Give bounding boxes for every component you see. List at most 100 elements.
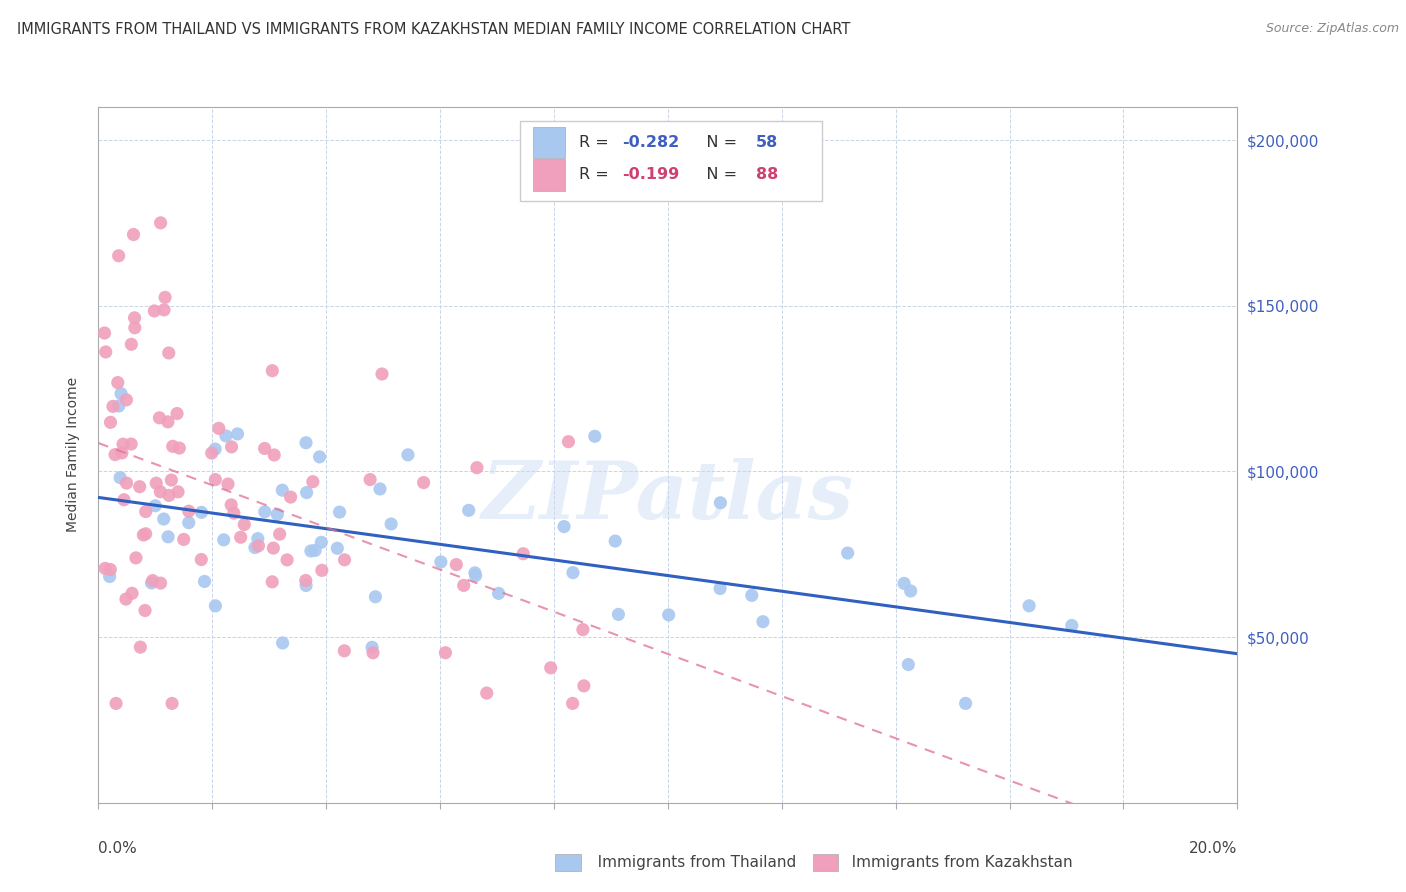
Point bbox=[371, 367, 394, 381]
Point bbox=[112, 492, 135, 507]
Point bbox=[900, 584, 922, 599]
Point bbox=[104, 448, 127, 462]
Point bbox=[280, 490, 302, 504]
Point bbox=[262, 364, 284, 378]
Point bbox=[132, 528, 155, 542]
Point bbox=[328, 505, 350, 519]
Point bbox=[162, 439, 184, 453]
Point bbox=[837, 546, 859, 560]
Point bbox=[311, 563, 333, 577]
FancyBboxPatch shape bbox=[533, 127, 565, 158]
Point bbox=[446, 558, 468, 572]
Point bbox=[557, 434, 579, 449]
Point bbox=[457, 503, 479, 517]
Point bbox=[540, 661, 562, 675]
Point bbox=[217, 477, 239, 491]
Text: N =: N = bbox=[690, 168, 742, 182]
Point bbox=[190, 552, 212, 566]
Point bbox=[120, 337, 142, 351]
Text: ZIPatlas: ZIPatlas bbox=[482, 458, 853, 535]
Point bbox=[115, 592, 138, 607]
Text: 88: 88 bbox=[755, 168, 778, 182]
Point bbox=[709, 496, 731, 510]
Point bbox=[98, 562, 121, 576]
Point bbox=[215, 429, 238, 443]
Point bbox=[263, 448, 285, 462]
Point bbox=[135, 526, 157, 541]
Point bbox=[105, 697, 128, 711]
Point bbox=[148, 410, 170, 425]
FancyBboxPatch shape bbox=[533, 159, 565, 191]
Point bbox=[246, 532, 269, 546]
Point bbox=[262, 574, 284, 589]
Point bbox=[475, 686, 498, 700]
Point bbox=[157, 346, 180, 360]
Point bbox=[311, 535, 333, 549]
Point bbox=[1060, 618, 1083, 632]
Point bbox=[741, 588, 763, 602]
Point bbox=[512, 547, 534, 561]
Point bbox=[100, 415, 122, 429]
Point bbox=[380, 516, 402, 531]
Point bbox=[110, 386, 132, 401]
Point bbox=[115, 392, 138, 407]
Point bbox=[709, 582, 731, 596]
Point bbox=[145, 476, 167, 491]
Point bbox=[143, 304, 166, 318]
Point bbox=[295, 485, 318, 500]
Point bbox=[271, 483, 294, 498]
Point bbox=[572, 679, 595, 693]
Point bbox=[572, 623, 595, 637]
Point bbox=[122, 227, 145, 242]
Point bbox=[142, 574, 165, 588]
Point bbox=[128, 480, 150, 494]
Point bbox=[93, 326, 115, 340]
Point bbox=[173, 533, 195, 547]
Point bbox=[157, 488, 180, 502]
Point bbox=[607, 607, 630, 622]
Point bbox=[160, 697, 183, 711]
Point bbox=[208, 421, 231, 435]
Text: N =: N = bbox=[690, 135, 742, 150]
Text: 0.0%: 0.0% bbox=[98, 841, 138, 856]
Point bbox=[107, 399, 129, 413]
Point bbox=[253, 442, 276, 456]
FancyBboxPatch shape bbox=[520, 121, 821, 201]
Point bbox=[177, 516, 200, 530]
Point bbox=[201, 446, 224, 460]
Point bbox=[112, 437, 135, 451]
Point bbox=[204, 442, 226, 456]
Point bbox=[177, 504, 200, 518]
Point bbox=[276, 553, 298, 567]
Text: Immigrants from Kazakhstan: Immigrants from Kazakhstan bbox=[837, 855, 1073, 870]
Point bbox=[308, 450, 330, 464]
Point bbox=[233, 517, 256, 532]
Point bbox=[299, 544, 322, 558]
Text: 20.0%: 20.0% bbox=[1189, 841, 1237, 856]
Point bbox=[229, 530, 252, 544]
Point bbox=[658, 607, 681, 622]
Text: -0.282: -0.282 bbox=[623, 135, 679, 150]
Point bbox=[149, 484, 172, 499]
Y-axis label: Median Family Income: Median Family Income bbox=[66, 377, 80, 533]
Point bbox=[152, 512, 174, 526]
Point bbox=[143, 499, 166, 513]
Point bbox=[222, 506, 245, 520]
Point bbox=[111, 446, 134, 460]
Point bbox=[134, 603, 156, 617]
Point bbox=[488, 586, 510, 600]
Point bbox=[193, 574, 215, 589]
Point bbox=[94, 561, 117, 575]
Point bbox=[453, 578, 475, 592]
Point bbox=[153, 302, 176, 317]
Point bbox=[149, 576, 172, 591]
Point bbox=[359, 473, 381, 487]
Point bbox=[302, 475, 325, 489]
Point bbox=[561, 697, 583, 711]
Point bbox=[561, 566, 583, 580]
Point bbox=[221, 440, 243, 454]
Point bbox=[361, 646, 384, 660]
Point bbox=[295, 578, 318, 592]
Point bbox=[167, 484, 190, 499]
Text: 58: 58 bbox=[755, 135, 778, 150]
